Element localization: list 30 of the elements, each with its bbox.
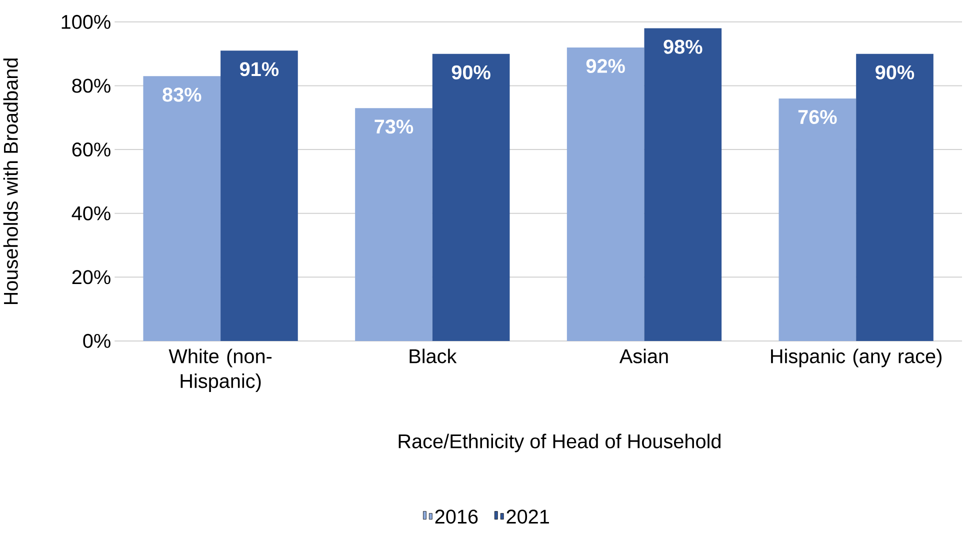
y-axis-title: Households with Broadband — [3, 58, 18, 304]
y-tick-label: 40% — [72, 206, 110, 220]
data-label: 91% — [240, 62, 279, 76]
y-tick-label: 60% — [72, 142, 110, 156]
y-tick-label: 100% — [62, 14, 110, 29]
x-tick-label: Asian — [619, 348, 668, 364]
bar — [143, 76, 221, 341]
bar — [644, 28, 722, 341]
data-label: 90% — [876, 65, 914, 80]
bar — [355, 108, 432, 341]
x-tick-label: Hispanic (any race) — [771, 348, 942, 368]
data-label: 76% — [798, 110, 837, 124]
bar — [432, 54, 510, 341]
y-tick-label: 80% — [72, 78, 110, 93]
bar — [220, 50, 298, 341]
data-label: 83% — [162, 87, 202, 102]
legend-label: 2021 — [506, 509, 549, 524]
data-label: 98% — [664, 40, 702, 54]
bar — [856, 54, 934, 341]
data-label: 73% — [374, 119, 414, 134]
x-tick-label: Black — [410, 348, 457, 364]
x-axis-title: Race/Ethnicity of Head of Household — [398, 434, 720, 452]
bar — [778, 98, 856, 341]
y-tick-label: 0% — [83, 334, 110, 348]
x-tick-label: White (non-Hispanic) — [168, 348, 272, 392]
data-label: 92% — [586, 58, 625, 73]
bar — [566, 47, 644, 341]
legend-label: 2016 — [435, 509, 478, 524]
data-label: 90% — [452, 65, 490, 80]
y-tick-label: 20% — [72, 270, 110, 284]
